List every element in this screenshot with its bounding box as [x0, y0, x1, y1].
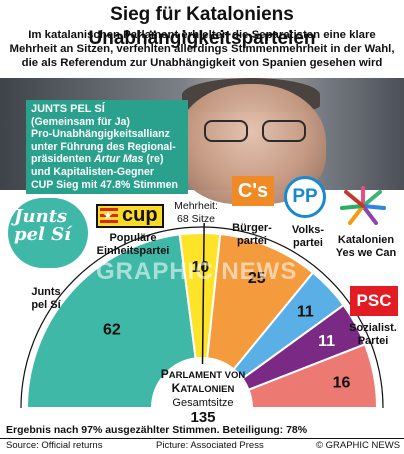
info-box-heading: JUNTS PEL SÍ [31, 103, 105, 115]
info-box: JUNTS PEL SÍ (Gemeinsam für Ja) Pro-Unab… [26, 100, 188, 195]
catalunya-si-que-es-pot-logo [340, 186, 386, 225]
info-box-line: und Kapitalisten-Gegner [31, 165, 155, 178]
catalan-flag-icon [100, 208, 118, 224]
seat-value-cup: 10 [191, 259, 209, 276]
label-cup: Populäre Einheitspartei [96, 232, 170, 257]
parliament-label: PARLAMENT VON KATALONIEN Gesamtsitze 135 [144, 368, 262, 426]
majority-label: Mehrheit: 68 Sitze [174, 200, 218, 225]
junts-logo-text: Junts pel Sí [14, 206, 71, 245]
seat-segment-psc [247, 343, 379, 409]
psc-logo-text: PSC [356, 291, 392, 310]
cs-logo: C's [232, 176, 274, 206]
picture-credit: Picture: Associated Press [156, 440, 264, 451]
source-text: Source: Official returns [6, 440, 103, 451]
page-title: Sieg für Kataloniens Unabhängigkeitspart… [88, 4, 316, 49]
total-seats: 135 [190, 409, 216, 426]
info-box-line: präsidenten Artur Mas (re) [31, 153, 164, 166]
seat-value-pp: 11 [297, 304, 314, 321]
seat-segment-cs [206, 232, 315, 371]
pp-logo: PP [284, 176, 326, 218]
label-pp: Volks-partei [291, 224, 325, 249]
label-psc: Sozialist. Partei [349, 322, 397, 347]
label-junts: Junts pel Sí [31, 286, 61, 311]
outer-arc [20, 226, 384, 409]
star-icon: ★ [103, 210, 113, 222]
label-cs: Bürger-partei [232, 222, 272, 247]
info-box-line: unter Führung des Regional- [31, 140, 176, 153]
seat-segment-junts [25, 233, 197, 409]
result-note: Ergebnis nach 97% ausgezählter Stimmen. … [6, 424, 308, 436]
psc-logo: PSC [350, 286, 398, 316]
page-subtitle: Im katalanischen Parlament erhielten die… [9, 29, 395, 69]
cup-logo: ★ cup [96, 204, 164, 228]
label-cat: Katalonien Yes we Can [335, 234, 397, 259]
glasses-graphic [200, 120, 310, 142]
footer-divider [0, 438, 404, 439]
cup-logo-text: cup [122, 204, 158, 226]
majority-line [201, 223, 205, 365]
seat-value-cat: 11 [318, 333, 335, 350]
watermark: GRAPHIC NEWS [96, 258, 298, 285]
seat-value-cs: 25 [248, 270, 266, 287]
info-box-line: (Gemeinsam für Ja) [31, 115, 130, 128]
info-box-line: Pro-Unabhängigkeitsallianz [31, 128, 170, 141]
seat-value-junts: 62 [103, 322, 121, 339]
junts-pel-si-logo: Junts pel Sí [8, 198, 88, 268]
info-box-line: CUP Sieg mit 47.8% Stimmen [31, 178, 178, 191]
seat-value-psc: 16 [333, 375, 351, 392]
graphic-news-credit: © GRAPHIC NEWS [316, 440, 401, 451]
